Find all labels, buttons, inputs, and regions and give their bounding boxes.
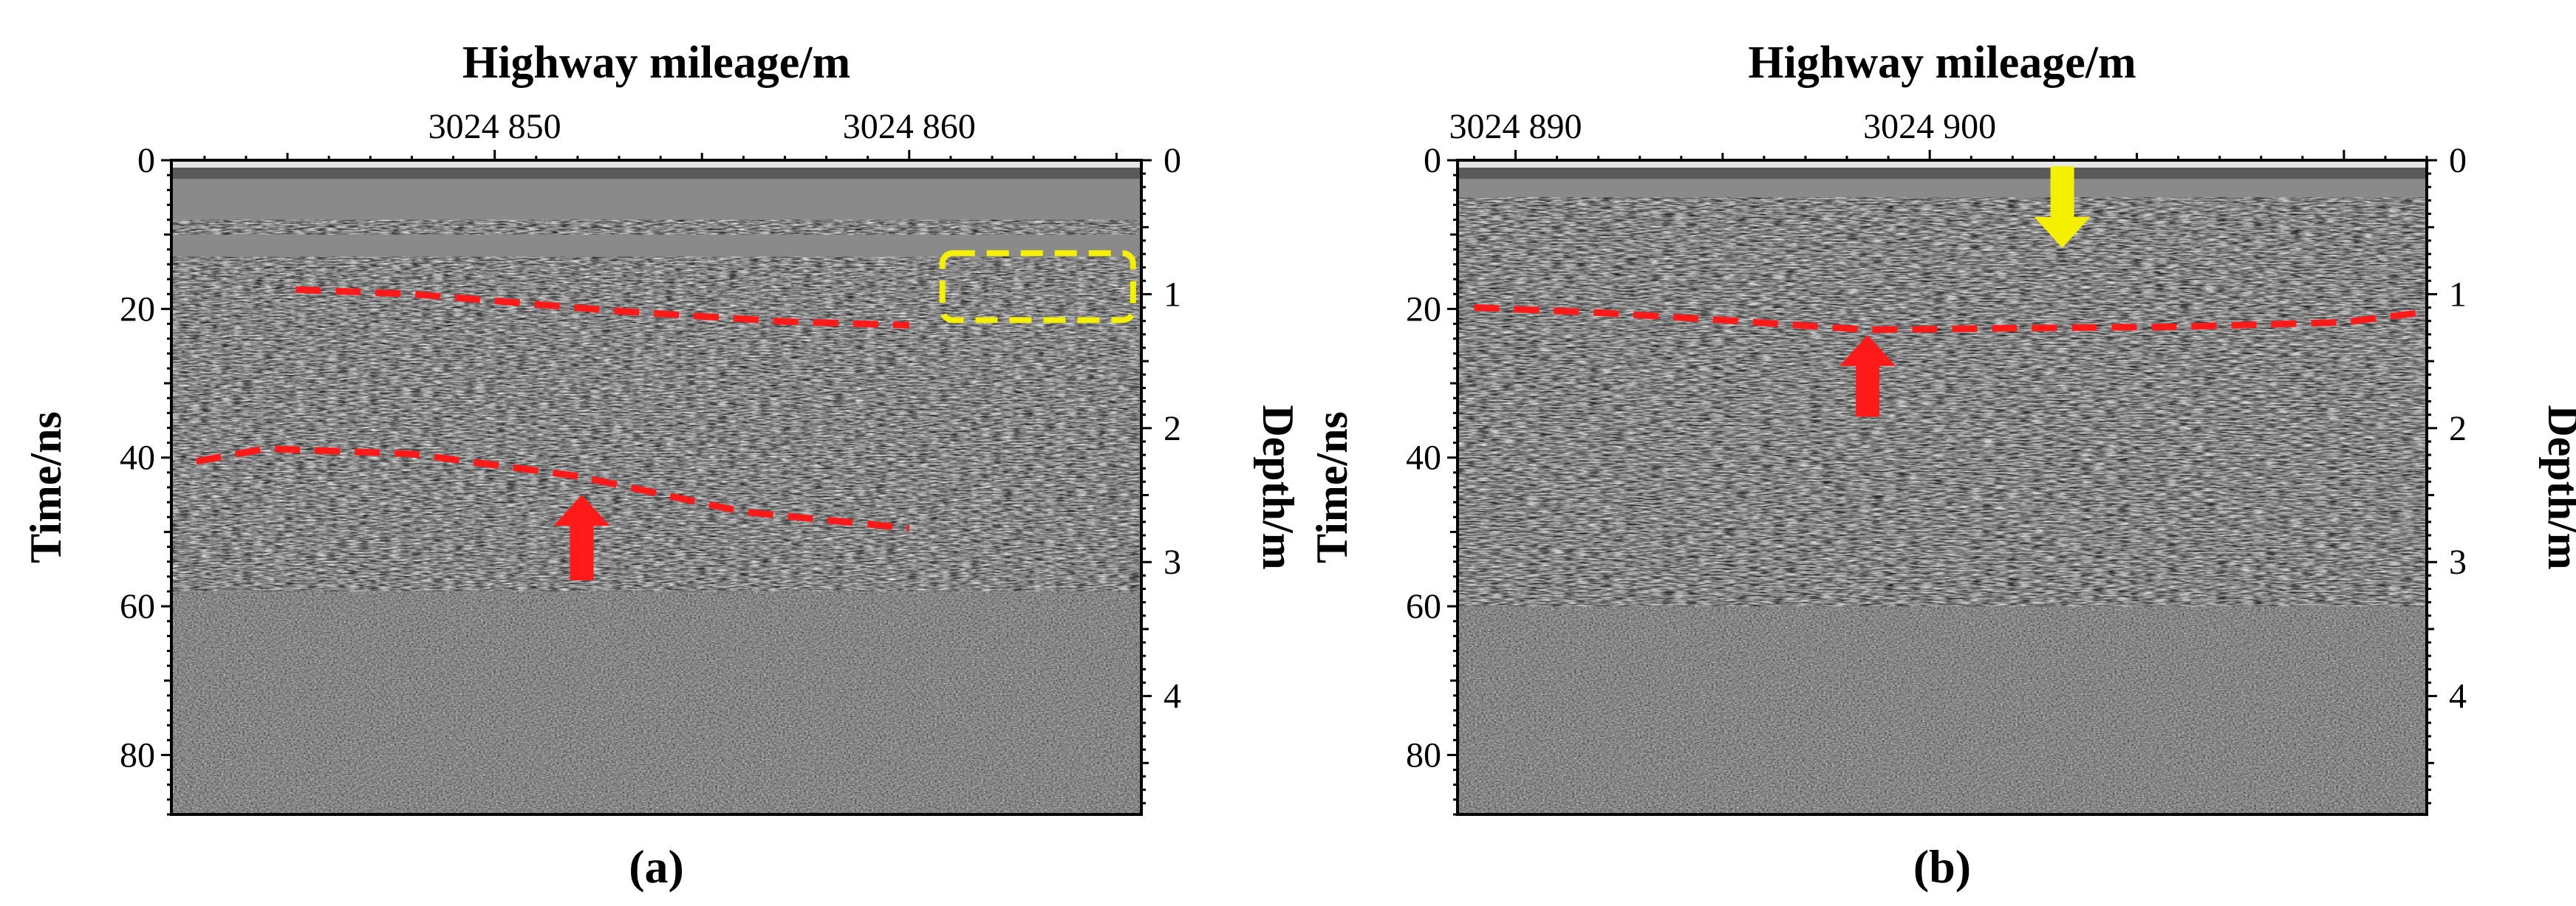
- depth-tick-label: 0: [2449, 141, 2467, 180]
- noise-region: [1458, 606, 2427, 814]
- depth-tick-label: 3: [1164, 543, 1181, 582]
- depth-tick-label: 2: [2449, 409, 2467, 448]
- time-tick-label: 20: [1406, 289, 1441, 329]
- radargram-plot: [171, 160, 1141, 814]
- time-tick-label: 0: [137, 141, 155, 180]
- red-up-arrow: [1839, 334, 1896, 417]
- y-axis-label-time: Time/ns: [1308, 411, 1356, 563]
- depth-tick-label: 4: [2449, 677, 2467, 716]
- panel-b: Highway mileage/m 0 20 40 60 80 0 1 2 3 4 3024 890…: [1308, 38, 2576, 893]
- reflection-band: [171, 457, 1141, 591]
- time-tick-label: 80: [1406, 735, 1441, 775]
- axes: 0 20 40 60 80 0 1 2 3 4 3024 850 3024 860: [120, 107, 1181, 816]
- time-tick-label: 40: [1406, 439, 1441, 478]
- depth-tick-label: 3: [2449, 543, 2467, 582]
- mileage-tick-label: 3024 860: [843, 107, 976, 146]
- reflection-band: [1458, 309, 2427, 458]
- y-axis-label-depth: Depth/m: [2539, 405, 2576, 569]
- reflection-band: [1458, 197, 2427, 227]
- x-axis-title: Highway mileage/m: [462, 38, 850, 88]
- depth-tick-label: 1: [2449, 275, 2467, 314]
- surface-band: [1458, 168, 2427, 179]
- interface: [1474, 303, 2428, 334]
- y-axis-label-time: Time/ns: [21, 411, 70, 563]
- panel-label: (a): [629, 840, 684, 893]
- time-tick-label: 40: [120, 439, 155, 478]
- mileage-tick-label: 3024 900: [1863, 107, 1996, 146]
- time-tick-label: 0: [1424, 141, 1441, 180]
- y-axis-label-depth: Depth/m: [1254, 405, 1302, 569]
- surface-band: [171, 168, 1141, 179]
- time-tick-label: 60: [120, 587, 155, 626]
- lower-interface: [195, 445, 910, 532]
- panel-label: (b): [1913, 840, 1971, 893]
- axes: 0 20 40 60 80 0 1 2 3 4 3024 890 3024 900: [1406, 107, 2467, 816]
- mileage-tick-label: 3024 850: [428, 107, 561, 146]
- x-axis-title: Highway mileage/m: [1748, 38, 2136, 88]
- surface-band: [1458, 160, 2427, 168]
- depth-tick-label: 4: [1164, 677, 1181, 716]
- panel-a: Highway mileage/m 0 20 40 60 80 0 1 2 3 4 3024 850…: [21, 38, 1302, 893]
- upper-interface: [295, 286, 909, 329]
- surface-band: [171, 160, 1141, 168]
- yellow-down-arrow: [2034, 166, 2091, 248]
- time-tick-label: 80: [120, 735, 155, 775]
- noise-region: [171, 591, 1141, 814]
- time-tick-label: 20: [120, 289, 155, 329]
- yellow-dashed-box: [939, 250, 1136, 323]
- reflection-band: [171, 256, 1141, 287]
- radargram-plot: [1458, 160, 2427, 814]
- mileage-tick-label: 3024 890: [1449, 107, 1582, 146]
- reflection-band: [1458, 227, 2427, 309]
- time-tick-label: 60: [1406, 587, 1441, 626]
- annotations: [1474, 166, 2428, 417]
- red-up-arrow: [553, 495, 610, 580]
- reflection-band: [1458, 457, 2427, 607]
- annotations: [195, 250, 1136, 580]
- depth-tick-label: 1: [1164, 275, 1181, 314]
- reflection-band: [171, 219, 1141, 235]
- depth-tick-label: 0: [1164, 141, 1181, 180]
- depth-tick-label: 2: [1164, 409, 1181, 448]
